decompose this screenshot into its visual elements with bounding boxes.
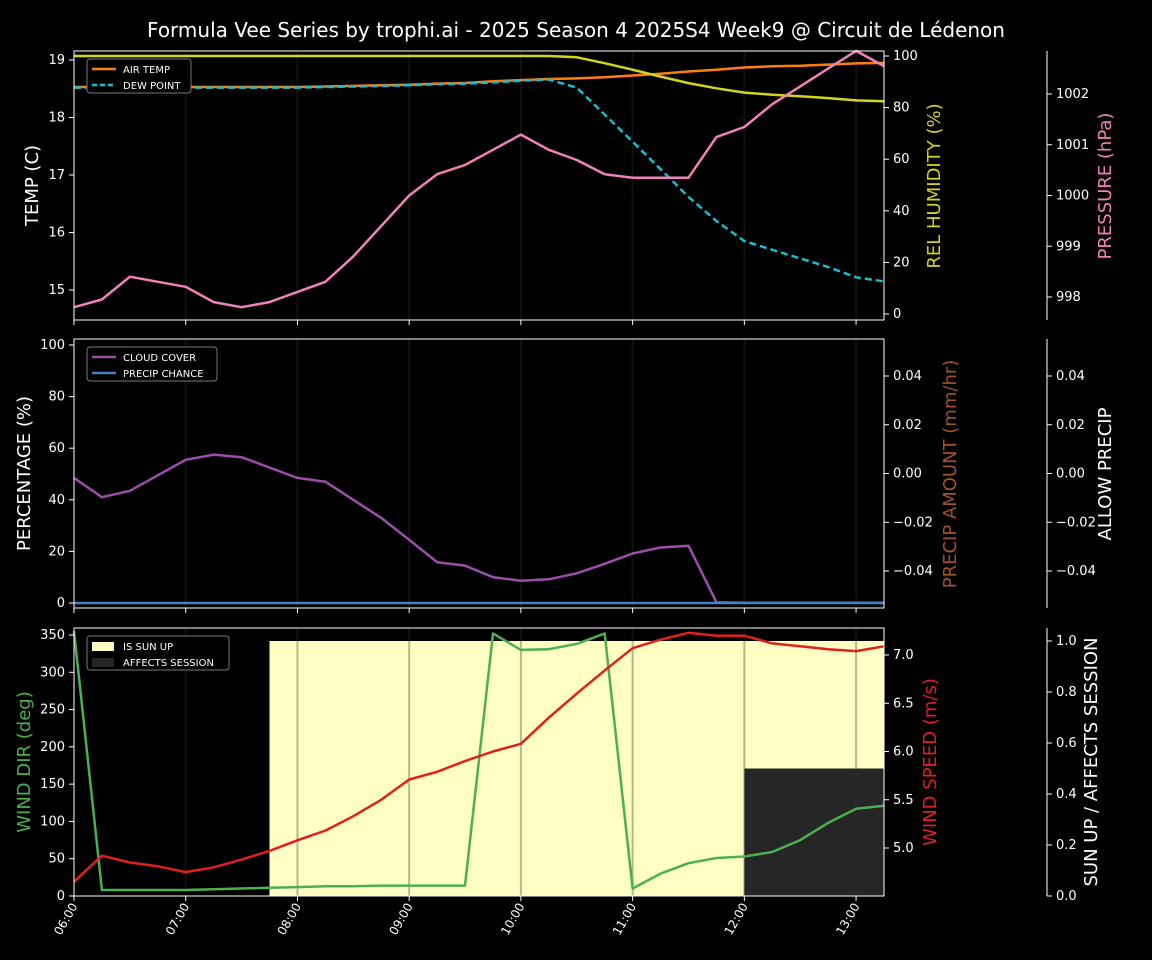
left-tick-label: 100 <box>40 814 65 829</box>
left-axis-label: WIND DIR (deg) <box>14 691 35 833</box>
legend-label: AFFECTS SESSION <box>123 658 214 669</box>
legend-label: AIR TEMP <box>123 65 170 76</box>
x-tick-label: 07:00 <box>163 901 192 938</box>
left-tick-label: 300 <box>40 665 65 680</box>
plot-area <box>74 51 884 320</box>
x-tick-label: 12:00 <box>722 901 751 938</box>
right2-tick-label: 0.02 <box>1056 418 1085 433</box>
right2-tick-label: 998 <box>1056 290 1081 305</box>
right-axis-label: REL HUMIDITY (%) <box>924 103 945 268</box>
right2-axis-label: ALLOW PRECIP <box>1095 407 1116 540</box>
right-tick-label: −0.04 <box>893 564 933 579</box>
left-tick-label: 15 <box>48 283 65 298</box>
left-tick-label: 200 <box>40 740 65 755</box>
left-axis-label: PERCENTAGE (%) <box>14 396 35 551</box>
right2-tick-label: 0.6 <box>1056 736 1077 751</box>
x-tick-label: 10:00 <box>498 901 527 938</box>
wind-panel: 0 50 100 150 200 250 300 350 5.0 5.5 6.0 6.5 7.0 0.0 0… <box>14 628 1102 904</box>
right2-axis-label: SUN UP / AFFECTS SESSION <box>1081 637 1102 886</box>
left-tick-label: 100 <box>40 338 65 353</box>
left-tick-label: 80 <box>48 390 65 405</box>
right-tick-label: 6.0 <box>893 745 914 760</box>
left-axis-label: TEMP (C) <box>22 145 43 227</box>
x-tick-label: 06:00 <box>51 901 80 938</box>
right2-tick-label: 1001 <box>1056 138 1089 153</box>
right2-tick-label: 0.00 <box>1056 467 1085 482</box>
left-tick-label: 17 <box>48 168 65 183</box>
right2-tick-label: 0.0 <box>1056 889 1077 904</box>
right-tick-label: 80 <box>893 101 910 116</box>
right-tick-label: 60 <box>893 152 910 167</box>
right2-tick-label: 999 <box>1056 239 1081 254</box>
right2-tick-label: 0.4 <box>1056 787 1077 802</box>
left-tick-label: 150 <box>40 777 65 792</box>
right2-tick-label: 1.0 <box>1056 634 1077 649</box>
right2-tick-label: 0.2 <box>1056 838 1077 853</box>
right-tick-label: 0.04 <box>893 369 922 384</box>
chart-title: Formula Vee Series by trophi.ai - 2025 S… <box>147 18 1005 42</box>
right-axis-label: WIND SPEED (m/s) <box>920 678 941 846</box>
legend-swatch <box>92 658 114 667</box>
right-tick-label: 6.5 <box>893 696 914 711</box>
precipitation-panel: 0 20 40 60 80 100 0.04 0.02 0.00 −0.02 −0.04 0.04 0.… <box>14 338 1116 611</box>
right-tick-label: 5.5 <box>893 793 914 808</box>
right2-tick-label: 1000 <box>1056 189 1089 204</box>
x-tick-label: 08:00 <box>275 901 304 938</box>
right2-tick-label: 0.04 <box>1056 369 1085 384</box>
left-tick-label: 0 <box>57 596 65 611</box>
right-tick-label: −0.02 <box>893 515 933 530</box>
right2-tick-label: −0.04 <box>1056 564 1096 579</box>
right-tick-label: 0 <box>893 307 901 322</box>
right2-axis-label: PRESSURE (hPa) <box>1095 113 1116 260</box>
x-tick-label: 13:00 <box>833 901 862 938</box>
x-tick-label: 11:00 <box>610 901 639 938</box>
left-tick-label: 0 <box>57 889 65 904</box>
right-tick-label: 0.00 <box>893 467 922 482</box>
right-tick-label: 100 <box>893 49 918 64</box>
right-tick-label: 7.0 <box>893 648 914 663</box>
left-tick-label: 19 <box>48 53 65 68</box>
legend-label: CLOUD COVER <box>123 353 196 364</box>
legend-label: DEW POINT <box>123 81 181 92</box>
legend-label: IS SUN UP <box>123 642 173 653</box>
x-tick-label: 09:00 <box>386 901 415 938</box>
right2-tick-label: 0.8 <box>1056 685 1077 700</box>
left-tick-label: 350 <box>40 628 65 643</box>
right-axis-label: PRECIP AMOUNT (mm/hr) <box>940 360 961 589</box>
right2-tick-label: −0.02 <box>1056 515 1096 530</box>
right-tick-label: 5.0 <box>893 841 914 856</box>
right2-tick-label: 1002 <box>1056 87 1089 102</box>
right-tick-label: 20 <box>893 255 910 270</box>
left-tick-label: 250 <box>40 703 65 718</box>
left-tick-label: 50 <box>48 852 65 867</box>
left-tick-label: 20 <box>48 544 65 559</box>
left-tick-label: 40 <box>48 493 65 508</box>
left-tick-label: 18 <box>48 111 65 126</box>
legend-swatch <box>92 642 114 651</box>
left-tick-label: 60 <box>48 441 65 456</box>
left-tick-label: 16 <box>48 226 65 241</box>
legend-label: PRECIP CHANCE <box>123 369 204 380</box>
temperature-panel: 15 16 17 18 19 0 20 40 60 80 100 998 999 1000 1001 1002… <box>22 49 1116 322</box>
right-tick-label: 0.02 <box>893 418 922 433</box>
right-tick-label: 40 <box>893 204 910 219</box>
